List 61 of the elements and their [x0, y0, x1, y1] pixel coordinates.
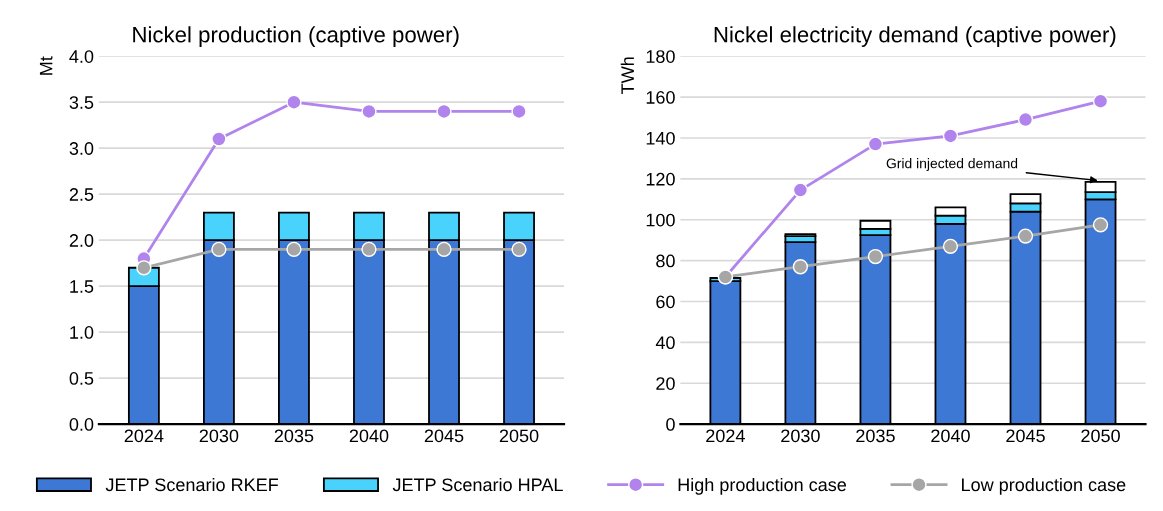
point [792, 182, 809, 198]
point [1092, 93, 1109, 109]
point [1017, 228, 1034, 244]
x-tick-label: 2030 [199, 429, 239, 443]
y-tick-label: 180 [646, 50, 675, 63]
point [436, 103, 452, 120]
point [436, 241, 452, 258]
x-tick-label: 2035 [274, 429, 314, 443]
point [361, 241, 377, 258]
x-tick-label: 2024 [124, 429, 164, 443]
y-axis-title: Mt [39, 56, 53, 75]
point [286, 241, 302, 258]
y-axis-title: TWh [620, 57, 634, 94]
point [511, 103, 527, 120]
point [361, 103, 377, 120]
point [792, 259, 809, 275]
x-tick-label: 2050 [499, 429, 539, 443]
y-tick-label: 3.0 [69, 142, 94, 155]
point [511, 241, 527, 258]
y-tick-label: 100 [646, 213, 675, 227]
point [211, 131, 227, 147]
x-tick-label: 2035 [856, 429, 895, 443]
point [136, 260, 152, 276]
y-tick-label: 20 [656, 377, 675, 390]
point [867, 248, 884, 265]
y-tick-label: 80 [656, 254, 675, 268]
y-tick-label: 140 [646, 131, 675, 145]
y-tick-label: 120 [646, 172, 675, 186]
point [1017, 111, 1034, 128]
chart-title: Nickel production (captive power) [133, 26, 459, 47]
legend-label: Low production case [962, 477, 1126, 495]
x-tick-label: 2040 [349, 429, 389, 443]
chart-title: Nickel electricity demand (captive power) [714, 26, 1116, 47]
legend-label: JETP Scenario RKEF [105, 477, 279, 492]
y-tick-label: 4.0 [69, 50, 94, 63]
y-tick-label: 160 [646, 91, 675, 104]
y-tick-label: 2.0 [69, 234, 94, 247]
y-tick-label: 1.0 [70, 326, 94, 339]
point [942, 128, 959, 144]
y-tick-label: 0 [666, 418, 675, 431]
point [1092, 217, 1109, 233]
point [211, 241, 227, 258]
y-tick-label: 0.5 [69, 372, 94, 385]
y-tick-label: 40 [655, 336, 675, 350]
x-tick-label: 2045 [1006, 429, 1045, 443]
y-tick-label: 3.5 [69, 96, 94, 109]
annotation: Grid injected demand [886, 158, 1018, 172]
y-tick-label: 1.5 [70, 280, 94, 293]
x-tick-label: 2040 [931, 429, 970, 443]
x-tick-label: 2045 [424, 429, 464, 443]
x-tick-label: 2024 [706, 429, 745, 443]
x-tick-label: 2050 [1081, 429, 1120, 443]
y-tick-label: 0.0 [69, 418, 94, 431]
point [867, 136, 884, 152]
legend-label: JETP Scenario HPAL [392, 477, 563, 492]
x-tick-label: 2030 [781, 429, 820, 443]
legend-label: High production case [678, 477, 847, 495]
point [942, 238, 959, 254]
point [286, 94, 302, 110]
y-tick-label: 60 [656, 295, 675, 309]
y-tick-label: 2.5 [69, 188, 94, 201]
